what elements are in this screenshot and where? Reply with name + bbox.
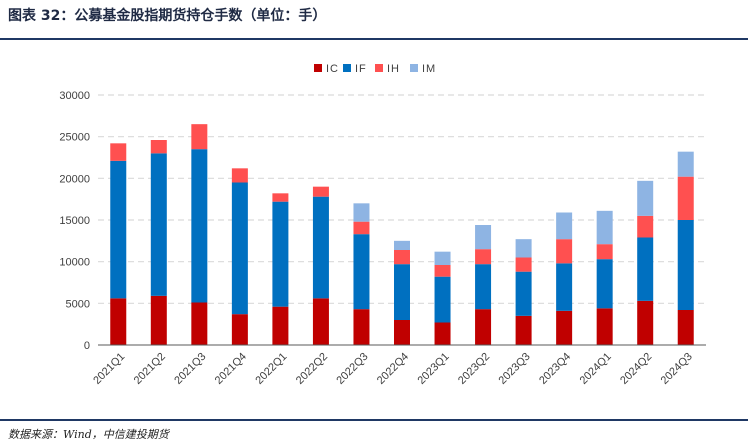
bars bbox=[110, 124, 694, 345]
x-tick-label: 2022Q1 bbox=[253, 351, 289, 387]
bar-IC-2021Q3 bbox=[191, 302, 208, 345]
y-tick-label: 30000 bbox=[59, 90, 90, 102]
bottom-rule bbox=[0, 419, 748, 421]
bar-IH-2024Q2 bbox=[637, 215, 654, 238]
bar-IF-2023Q2 bbox=[475, 264, 492, 310]
bar-IH-2023Q3 bbox=[515, 257, 532, 272]
bar-IC-2023Q1 bbox=[434, 322, 451, 345]
bar-IF-2023Q1 bbox=[434, 276, 451, 323]
bar-IH-2022Q3 bbox=[353, 221, 370, 235]
legend-swatch-IH bbox=[375, 64, 383, 72]
bar-IC-2024Q2 bbox=[637, 300, 654, 345]
bar-IH-2022Q1 bbox=[272, 193, 289, 202]
bar-IH-2022Q4 bbox=[394, 250, 410, 265]
bar-IC-2021Q2 bbox=[150, 295, 167, 345]
y-axis-ticks: 0 5000 10000 15000 20000 25000 30000 bbox=[59, 90, 90, 352]
bar-IH-2023Q2 bbox=[475, 249, 492, 265]
bar-IC-2023Q3 bbox=[515, 315, 532, 345]
x-tick-label: 2023Q3 bbox=[497, 351, 533, 387]
y-tick-label: 5000 bbox=[66, 298, 90, 310]
page-title: 图表 32：公募基金股指期货持仓手数（单位：手） bbox=[8, 8, 327, 24]
bar-IF-2023Q4 bbox=[556, 263, 573, 311]
legend-swatch-IM bbox=[410, 64, 418, 72]
x-axis-ticks: 2021Q1 2021Q2 2021Q3 2021Q4 2022Q1 2022Q2 2022… bbox=[91, 351, 695, 387]
bar-IM-2023Q3 bbox=[515, 239, 532, 258]
bar-IC-2023Q4 bbox=[556, 310, 573, 345]
x-tick-label: 2022Q4 bbox=[375, 351, 411, 387]
bar-IM-2024Q3 bbox=[677, 151, 694, 177]
x-tick-label: 2021Q3 bbox=[172, 351, 208, 387]
bar-IC-2021Q4 bbox=[231, 314, 248, 345]
bar-IH-2024Q1 bbox=[596, 244, 613, 260]
top-rule bbox=[0, 38, 748, 40]
bar-IH-2021Q2 bbox=[150, 140, 167, 154]
bar-IC-2021Q1 bbox=[110, 298, 127, 345]
bar-IM-2023Q4 bbox=[556, 212, 573, 240]
bar-IC-2023Q2 bbox=[475, 309, 492, 345]
x-tick-label: 2023Q1 bbox=[415, 351, 451, 387]
y-tick-label: 15000 bbox=[59, 215, 90, 227]
x-tick-label: 2023Q4 bbox=[537, 351, 573, 387]
legend-swatch-IC bbox=[314, 64, 322, 72]
bar-IC-2024Q1 bbox=[596, 308, 613, 345]
bar-IC-2022Q3 bbox=[353, 309, 370, 345]
bar-IF-2021Q2 bbox=[150, 153, 167, 296]
legend-swatch-IF bbox=[343, 64, 351, 72]
y-tick-label: 0 bbox=[84, 340, 90, 352]
bar-IF-2021Q1 bbox=[110, 160, 127, 299]
legend-label-IF: IF bbox=[355, 63, 367, 75]
bar-IM-2022Q4 bbox=[394, 240, 410, 250]
legend-label-IH: IH bbox=[387, 63, 400, 75]
x-tick-label: 2022Q2 bbox=[294, 351, 330, 387]
x-tick-label: 2021Q4 bbox=[213, 351, 249, 387]
bar-IH-2022Q2 bbox=[312, 186, 329, 197]
bar-IF-2024Q1 bbox=[596, 259, 613, 309]
bar-IF-2021Q4 bbox=[231, 182, 248, 315]
bar-IF-2022Q2 bbox=[312, 196, 329, 299]
x-tick-label: 2024Q1 bbox=[578, 351, 614, 387]
stacked-bar-chart: IC IF IH IM 050001000015000200002500030000 … bbox=[59, 63, 706, 387]
bar-IM-2023Q2 bbox=[475, 225, 492, 250]
bar-IF-2022Q1 bbox=[272, 201, 289, 307]
bar-IH-2021Q1 bbox=[110, 143, 127, 161]
bar-IH-2024Q3 bbox=[677, 176, 694, 220]
y-tick-label: 10000 bbox=[59, 257, 90, 269]
bar-IC-2024Q3 bbox=[677, 310, 694, 345]
bar-IF-2021Q3 bbox=[191, 149, 208, 303]
bar-IH-2023Q1 bbox=[434, 265, 451, 277]
bar-IC-2022Q2 bbox=[312, 298, 329, 345]
bar-IM-2023Q1 bbox=[434, 251, 451, 265]
bar-IF-2024Q3 bbox=[677, 220, 694, 310]
x-tick-label: 2024Q2 bbox=[618, 351, 654, 387]
bar-IM-2024Q2 bbox=[637, 180, 654, 216]
bar-IH-2021Q4 bbox=[231, 168, 248, 183]
source-note: 数据来源：Wind，中信建投期货 bbox=[8, 428, 169, 441]
legend: IC IF IH IM bbox=[314, 63, 436, 75]
bar-IM-2022Q3 bbox=[353, 203, 370, 222]
x-tick-label: 2021Q2 bbox=[132, 351, 168, 387]
x-tick-label: 2022Q3 bbox=[334, 351, 370, 387]
bar-IM-2024Q1 bbox=[596, 210, 613, 245]
legend-label-IM: IM bbox=[422, 63, 436, 75]
bar-IF-2022Q4 bbox=[394, 264, 410, 320]
bar-IC-2022Q1 bbox=[272, 306, 289, 345]
bar-IF-2024Q2 bbox=[637, 237, 654, 301]
y-tick-label: 25000 bbox=[59, 132, 90, 144]
bar-IF-2023Q3 bbox=[515, 271, 532, 316]
bar-IF-2022Q3 bbox=[353, 234, 370, 310]
bar-IH-2021Q3 bbox=[191, 124, 208, 150]
x-tick-label: 2023Q2 bbox=[456, 351, 492, 387]
x-tick-label: 2024Q3 bbox=[659, 351, 695, 387]
legend-label-IC: IC bbox=[326, 63, 339, 75]
x-tick-label: 2021Q1 bbox=[91, 351, 127, 387]
y-tick-label: 20000 bbox=[59, 173, 90, 185]
bar-IH-2023Q4 bbox=[556, 239, 573, 264]
bar-IC-2022Q4 bbox=[394, 320, 410, 345]
